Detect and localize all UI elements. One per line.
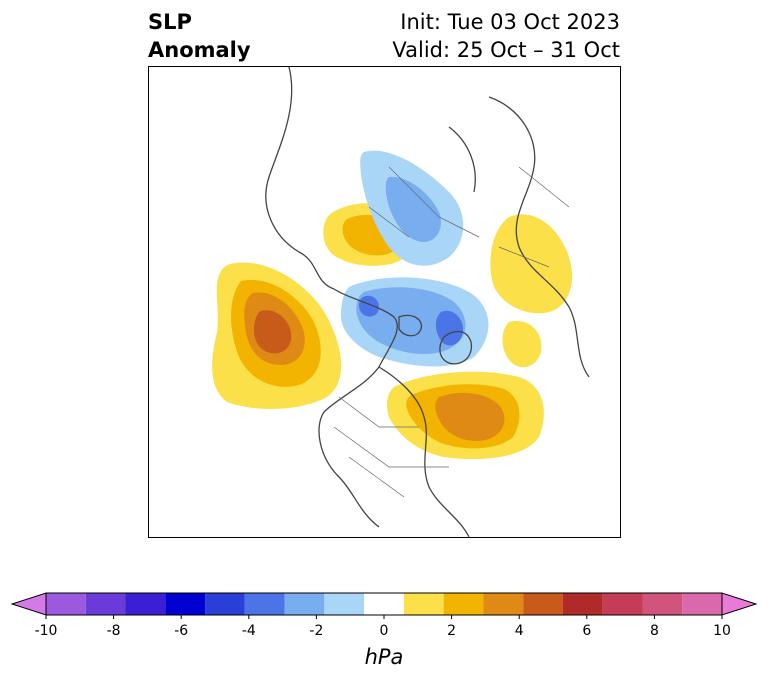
colorbar-bin <box>324 593 365 615</box>
colorbar-bin <box>165 593 206 615</box>
colorbar-bin <box>244 593 285 615</box>
colorbar-tick-label: 8 <box>650 623 659 639</box>
anomaly-eastern-canada <box>386 371 544 460</box>
colorbar-bin <box>284 593 325 615</box>
colorbar-bin <box>562 593 603 615</box>
colorbar-tick-label: -2 <box>309 623 323 639</box>
colorbar-tick-label: 4 <box>515 623 524 639</box>
colorbar-tick-label: 10 <box>713 623 731 639</box>
colorbar-bin <box>205 593 245 615</box>
init-date: Init: Tue 03 Oct 2023 <box>400 10 620 34</box>
colorbar-tick-label: 0 <box>380 623 389 639</box>
colorbar-bin <box>46 593 86 615</box>
colorbar-bin <box>523 593 563 615</box>
colorbar-tick-label: 6 <box>582 623 591 639</box>
colorbar-tick-label: -6 <box>174 623 188 639</box>
colorbar-tick-label: 2 <box>447 623 456 639</box>
title-line-1: SLP <box>148 10 192 34</box>
colorbar-bin <box>85 593 126 615</box>
anomaly-central-siberia <box>360 150 464 266</box>
colorbar-bin <box>403 593 444 615</box>
borders <box>333 166 570 498</box>
map-title: SLP Anomaly <box>148 8 251 64</box>
colorbar-bin <box>602 593 643 615</box>
colorbar-bin <box>642 593 683 615</box>
colorbar-extend-low <box>10 592 47 616</box>
anomaly-arctic <box>340 277 489 367</box>
colorbar-bin <box>364 593 404 615</box>
valid-range: Valid: 25 Oct – 31 Oct <box>392 38 620 62</box>
colorbar: -10 -8 -6 -4 -2 0 2 4 6 8 10 <box>10 592 758 639</box>
slp-anomaly-map <box>148 66 621 538</box>
colorbar-bin <box>443 593 484 615</box>
coastlines <box>265 67 590 537</box>
date-info: Init: Tue 03 Oct 2023 Valid: 25 Oct – 31… <box>392 8 620 64</box>
colorbar-tick-label: -8 <box>107 623 121 639</box>
colorbar-bin <box>682 593 722 615</box>
colorbar-tick-label: -10 <box>35 623 58 639</box>
colorbar-extend-high <box>721 592 758 616</box>
title-line-2: Anomaly <box>148 38 251 62</box>
anomaly-gulf-of-alaska <box>212 262 342 409</box>
colorbar-tick-label: -4 <box>242 623 256 639</box>
colorbar-bin <box>483 593 524 615</box>
map-canvas <box>212 67 590 537</box>
colorbar-bin <box>125 593 166 615</box>
anomaly-northern-europe <box>490 214 573 368</box>
colorbar-unit: hPa <box>364 645 404 669</box>
